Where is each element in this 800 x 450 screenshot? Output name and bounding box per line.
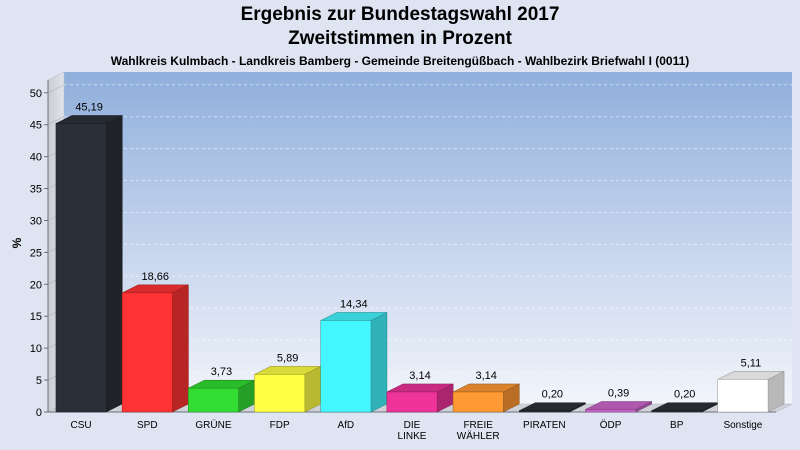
bar-freie-wähler: [452, 383, 520, 413]
y-axis-label: %: [10, 237, 24, 248]
value-label: 3,14: [475, 370, 496, 382]
category-label: PIRATEN: [523, 420, 566, 431]
y-tick-label: 0: [36, 407, 42, 419]
bar-side: [370, 312, 388, 413]
chart-caption: Wahlkreis Kulmbach - Landkreis Bamberg -…: [110, 54, 690, 68]
bar-spd: [121, 284, 189, 413]
bar-front: [55, 123, 107, 413]
y-tick-label: 25: [30, 247, 42, 259]
category-label: FDP: [270, 420, 290, 431]
bar-grüne: [188, 379, 255, 413]
bar-front: [518, 410, 570, 413]
category-label: Sonstige: [723, 420, 762, 431]
y-tick-label: 35: [30, 184, 42, 196]
category-label: FREIE: [463, 420, 493, 431]
value-label: 3,14: [409, 370, 430, 382]
chart-title: Ergebnis zur Bundestagswahl 2017: [240, 4, 560, 25]
bar-front: [452, 391, 504, 413]
bar-afd: [320, 312, 388, 413]
value-label: 5,89: [277, 352, 298, 364]
value-label: 45,19: [75, 101, 103, 113]
bar-piraten: [518, 402, 586, 413]
value-label: 0,39: [608, 388, 629, 400]
value-label: 5,11: [741, 357, 762, 369]
gridline-side: [47, 116, 65, 125]
bar-front: [121, 292, 173, 413]
bar-bp: [651, 402, 719, 413]
bar-csu: [55, 115, 123, 413]
category-label: DIE: [404, 420, 421, 431]
bar-front: [585, 409, 636, 413]
y-tick-label: 20: [30, 279, 42, 291]
bar-front: [188, 387, 239, 413]
category-label: WÄHLER: [457, 430, 500, 442]
bar-front: [320, 320, 372, 413]
y-tick-label: 45: [30, 120, 42, 132]
value-label: 14,34: [340, 298, 368, 310]
category-label: LINKE: [398, 431, 427, 442]
value-label: 18,66: [142, 271, 170, 283]
value-label: 0,20: [542, 389, 563, 401]
category-label: CSU: [71, 420, 92, 431]
category-label: GRÜNE: [195, 419, 231, 431]
chart-subtitle: Zweitstimmen in Prozent: [288, 28, 512, 49]
category-label: ÖDP: [600, 419, 622, 431]
category-label: AfD: [337, 420, 354, 431]
category-label: BP: [670, 420, 684, 431]
bar-fdp: [254, 365, 322, 413]
y-tick-label: 50: [30, 88, 42, 100]
value-label: 0,20: [674, 389, 695, 401]
y-tick-label: 30: [30, 215, 42, 227]
y-tick-label: 40: [30, 152, 42, 164]
bar-ödp: [585, 401, 652, 413]
y-tick-label: 5: [36, 375, 42, 387]
value-label: 3,73: [211, 366, 232, 378]
bar-front: [254, 374, 306, 413]
bar-die-linke: [386, 383, 454, 413]
bar-sonstige: [717, 370, 785, 413]
category-label: SPD: [137, 420, 158, 431]
bar-side: [105, 115, 123, 413]
y-tick-label: 10: [30, 343, 42, 355]
bar-side: [172, 284, 189, 413]
bar-front: [651, 410, 703, 413]
gridline-side: [47, 84, 65, 94]
bar-front: [386, 391, 438, 413]
bar-front: [717, 379, 769, 413]
y-tick-label: 15: [30, 311, 42, 323]
